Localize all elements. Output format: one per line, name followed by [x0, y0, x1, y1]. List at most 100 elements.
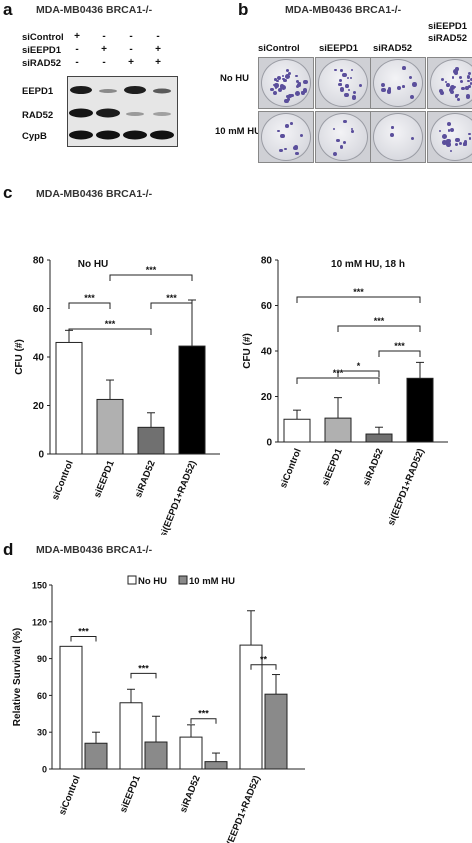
bar — [84, 742, 108, 770]
treatment-sign: + — [155, 44, 161, 55]
significance-bracket — [337, 325, 421, 332]
x-tick-label: siRAD52 — [178, 774, 203, 814]
colony-dot — [340, 68, 343, 72]
colony-dot — [448, 123, 451, 126]
treatment-sign: + — [128, 57, 134, 68]
bar — [178, 345, 206, 455]
colony-dish-image — [258, 111, 314, 163]
colony-dot — [284, 147, 288, 151]
band-eepd1-lane4 — [153, 88, 171, 94]
significance-label: *** — [138, 663, 149, 673]
treatment-sign: - — [102, 57, 106, 68]
petri-dish — [430, 113, 472, 161]
colony-dot — [279, 148, 283, 153]
colony-dot — [440, 91, 444, 96]
colony-dot — [462, 87, 465, 90]
band-eepd1-lane2 — [99, 89, 117, 93]
colony-dot — [297, 81, 301, 85]
colony-dot — [296, 83, 301, 88]
band-cypb-lane1 — [69, 130, 93, 140]
col-label-sirad52: siRAD52 — [373, 43, 413, 54]
significance-bracket — [130, 672, 157, 679]
bar — [55, 341, 83, 455]
significance-label: *** — [105, 319, 116, 329]
colony-dot — [294, 91, 300, 97]
significance-label: * — [357, 361, 361, 371]
colony-dot — [343, 141, 347, 145]
x-tick-label: siControl — [57, 774, 83, 817]
colony-dot — [285, 73, 291, 79]
row-label-sirad52: siRAD52 — [22, 58, 62, 69]
colony-dot — [468, 71, 472, 75]
colony-dot — [449, 87, 454, 92]
colony-dot — [446, 142, 451, 147]
colony-dot — [342, 72, 348, 78]
colony-dot — [279, 84, 285, 89]
panel-c-title: MDA-MB0436 BRCA1-/- — [36, 188, 153, 200]
colony-dot — [274, 78, 277, 81]
colony-dish-image — [427, 57, 472, 109]
significance-label: *** — [374, 316, 385, 326]
band-eepd1-lane1 — [70, 86, 92, 94]
legend-label: No HU — [138, 576, 167, 587]
colony-dish-image — [427, 111, 472, 163]
colony-dot — [441, 78, 445, 82]
colony-dot — [459, 79, 463, 83]
colony-dot — [465, 86, 469, 90]
treatment-sign: - — [156, 31, 160, 42]
row-label-sieepd1: siEEPD1 — [22, 45, 62, 56]
significance-bracket — [109, 274, 193, 281]
colony-dot — [450, 90, 455, 95]
colony-dot — [289, 122, 293, 126]
colony-dot — [452, 69, 458, 75]
significance-bracket — [250, 664, 277, 670]
colony-dot — [302, 88, 308, 94]
bar — [96, 398, 124, 455]
petri-dish — [318, 113, 368, 161]
colony-dot — [272, 83, 275, 87]
legend-swatch — [127, 575, 137, 585]
significance-label: *** — [78, 627, 89, 637]
panel-d-letter: d — [3, 540, 14, 559]
y-tick-label: 0 — [38, 450, 44, 461]
treatment-sign: - — [75, 44, 79, 55]
band-rad52-lane2 — [96, 108, 120, 118]
significance-label: *** — [198, 709, 209, 719]
colony-dot — [333, 128, 336, 131]
treatment-sign: - — [129, 31, 133, 42]
treatment-sign: - — [75, 57, 79, 68]
colony-dot — [456, 94, 459, 97]
bar — [179, 736, 203, 770]
colony-dish-image — [370, 57, 426, 109]
x-tick-label: siControl — [50, 459, 76, 502]
western-blot — [67, 76, 178, 147]
colony-dot — [446, 138, 451, 144]
significance-bracket — [70, 636, 97, 642]
band-rad52-lane3 — [126, 112, 144, 116]
colony-dot — [346, 76, 349, 79]
colony-dish-image — [370, 111, 426, 163]
x-tick-label: siEEPD1 — [320, 446, 345, 487]
band-cypb-lane3 — [123, 130, 147, 140]
bar — [264, 693, 288, 770]
colony-dot — [442, 134, 448, 140]
row-label-no-hu: No HU — [220, 73, 250, 84]
y-tick-label: 90 — [37, 654, 47, 664]
significance-label: *** — [166, 293, 177, 303]
bar — [59, 645, 83, 770]
x-tick-label: si(EEPD1+RAD52) — [222, 774, 263, 843]
colony-dot — [380, 87, 386, 93]
significance-bracket — [190, 718, 217, 724]
band-cypb-lane2 — [96, 130, 120, 140]
colony-dot — [292, 145, 298, 151]
bar — [119, 702, 143, 770]
colony-dot — [332, 151, 338, 157]
colony-dot — [446, 83, 451, 88]
chart-cfu-no-hu: 0 20 40 60 80 CFU (#) No HU siControl siEEPD1 siR… — [14, 256, 220, 535]
colony-dot — [281, 74, 284, 78]
significance-bracket — [68, 302, 111, 309]
treatment-sign: + — [74, 31, 80, 42]
colony-dot — [456, 98, 460, 102]
colony-dot — [454, 94, 459, 98]
band-cypb-lane4 — [150, 130, 174, 140]
